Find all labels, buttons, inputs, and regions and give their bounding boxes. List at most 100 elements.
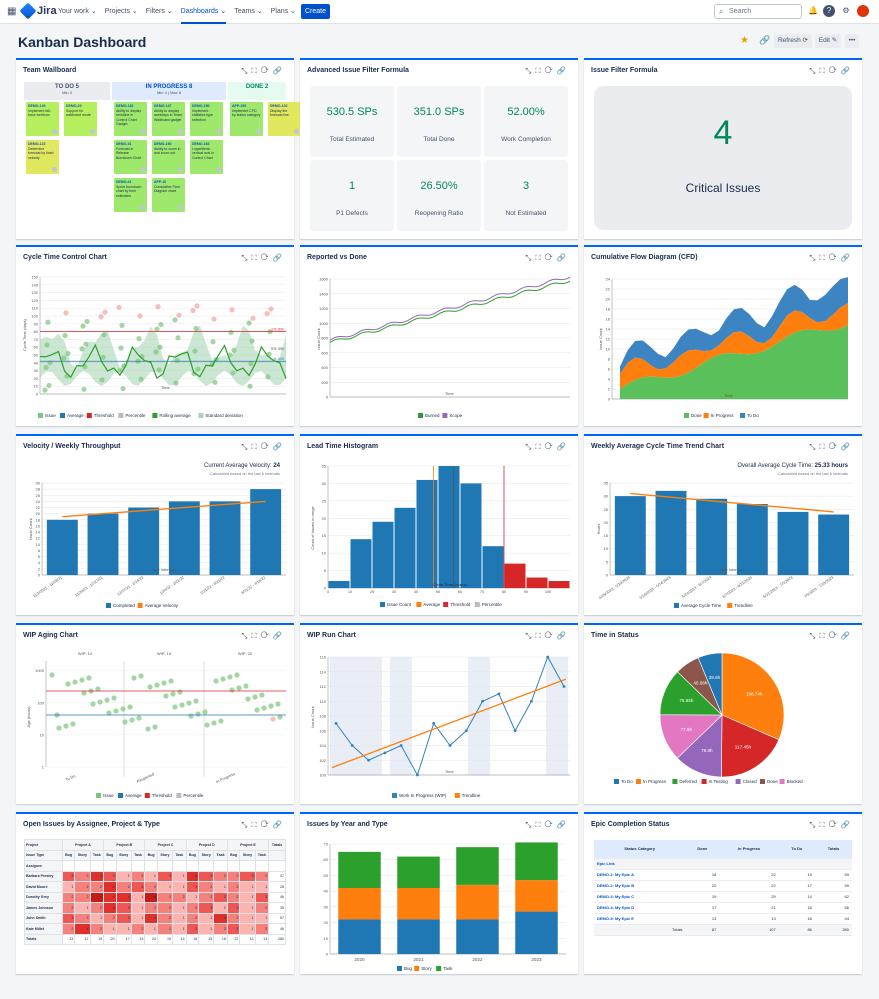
board-card: DEMO-29 Support for wallboard mode: [64, 102, 97, 136]
gadget-toolbar-icons[interactable]: ⤡⛶⟳🔗: [241, 820, 286, 829]
issue-point: [154, 682, 160, 688]
issue-point: [116, 304, 122, 311]
settings-icon[interactable]: ⚙: [842, 6, 850, 15]
weekly-cycle-chart: 0 5 10 15 20 25 30 35 4/26/2023 - 5/10/2023 5/10/…: [596, 481, 854, 608]
table-cell: 1: [239, 902, 256, 914]
table-cell: 29: [719, 891, 779, 903]
table-row: Dorothy Grey 2 2 5 4 4 1 6 2 2 1 2 3 2 1 3 46: [24, 891, 286, 903]
nav-item-teams[interactable]: Teams ⌄: [234, 8, 263, 15]
legend-swatch: [144, 793, 150, 798]
tick-label: 20: [606, 297, 611, 302]
table-row[interactable]: DEMO-1: My Epic A 18 22 19 59: [594, 869, 852, 881]
tick-label: 5: [324, 568, 327, 573]
nav-item-your-work[interactable]: Your work ⌄: [58, 8, 97, 15]
gadget-toolbar-icons[interactable]: ⤡⛶⟳🔗: [525, 820, 570, 829]
wip-point: [334, 721, 338, 725]
card-avatar: [90, 129, 95, 134]
table-cell: In Progress: [719, 840, 779, 859]
metric-card: 3 Not Estimated: [484, 160, 568, 231]
app-switcher-icon[interactable]: ▦: [7, 6, 17, 17]
table-cell: 2: [74, 912, 91, 924]
avatar[interactable]: [857, 5, 869, 17]
table-cell: 3: [185, 923, 200, 935]
issue-point: [246, 320, 252, 326]
edit-button[interactable]: Edit ✎: [815, 34, 841, 48]
nav-item-dashboards[interactable]: Dashboards ⌄: [180, 0, 226, 24]
table-row[interactable]: DEMO-4: My Epic D 17 21 18 56: [594, 902, 852, 914]
tick-label: 50: [34, 353, 39, 358]
issue-point: [120, 385, 126, 392]
gadget-toolbar-icons[interactable]: ⤡⛶⟳🔗: [525, 253, 570, 262]
star-icon[interactable]: ★: [740, 35, 749, 46]
notifications-icon[interactable]: 🔔: [808, 6, 818, 15]
reported-done-chart: 0 200 400 600 800 1000 1200 1400 1600 Time Issue C…: [316, 277, 571, 418]
search-input[interactable]: ⌕ Search: [714, 4, 802, 19]
table-cell: [115, 860, 132, 872]
table-cell: 1: [172, 881, 187, 893]
board-card: APP-159 Implement CFD by status category: [230, 102, 263, 136]
table-cell: To Do: [778, 840, 815, 859]
create-button[interactable]: Create: [301, 4, 330, 19]
nav-item-plans[interactable]: Plans ⌄: [270, 8, 296, 15]
gadget-toolbar-icons[interactable]: ⤡⛶⟳🔗: [525, 66, 570, 75]
legend-label: Scope: [449, 413, 462, 418]
card-avatar: [140, 167, 145, 172]
issue-point: [265, 374, 271, 380]
table-row[interactable]: DEMO-2: My Epic B 20 22 17 59: [594, 880, 852, 892]
nav-item-filters[interactable]: Filters ⌄: [145, 8, 173, 15]
table-cell: Issue Type: [24, 849, 63, 861]
nav-item-projects[interactable]: Projects ⌄: [104, 8, 138, 15]
velocity-sub: Calculated based on the last 6 intervals: [210, 471, 280, 476]
refresh-button[interactable]: Refresh ⟳: [774, 34, 812, 48]
gadget-toolbar-icons[interactable]: ⤡⛶⟳🔗: [809, 820, 854, 829]
table-cell: [814, 858, 852, 870]
legend-label: Trendline: [734, 603, 753, 608]
table-cell: Assignee: [24, 860, 63, 872]
board-card: DEMO-102 Display the forecast line: [268, 102, 301, 136]
tick-label: 60: [458, 590, 462, 594]
table-row[interactable]: DEMO-3: My Epic C 19 29 14 62: [594, 891, 852, 903]
gadget-toolbar-icons[interactable]: ⤡⛶⟳🔗: [809, 253, 854, 262]
issue-point: [230, 370, 236, 376]
gadget-toolbar-icons[interactable]: ⤡⛶⟳🔗: [241, 66, 286, 75]
legend-swatch: [701, 779, 707, 784]
table-cell: Bug: [103, 849, 117, 861]
gadget-toolbar-icons[interactable]: ⤡⛶⟳🔗: [809, 631, 854, 640]
card-avatar: [216, 129, 221, 134]
gadget-toolbar-icons[interactable]: ⤡⛶⟳🔗: [525, 442, 570, 451]
table-cell: 4: [103, 881, 117, 893]
issue-point: [95, 686, 101, 692]
issue-point: [104, 697, 110, 703]
gadget-toolbar-icons[interactable]: ⤡⛶⟳🔗: [241, 631, 286, 640]
gadget-title: Issues by Year and Type: [307, 821, 388, 828]
wip-label: WIP: 20: [238, 651, 253, 656]
tick-label: 140: [31, 282, 38, 287]
metric-value: 52.00%: [507, 106, 545, 118]
legend-swatch: [474, 602, 480, 607]
help-icon[interactable]: ?: [823, 5, 835, 17]
tick-label: 5/10/2023 - 5/24/2023: [639, 576, 672, 601]
more-button[interactable]: •••: [845, 34, 859, 48]
gadget-toolbar-icons[interactable]: ⤡⛶⟳🔗: [809, 442, 854, 451]
histogram-bar: [328, 581, 350, 588]
table-cell: 2: [226, 912, 241, 924]
gadget-toolbar-icons[interactable]: ⤡⛶⟳🔗: [809, 66, 854, 75]
table-cell: 1: [213, 902, 228, 914]
jira-logo[interactable]: Jira: [19, 2, 57, 20]
bar: [87, 513, 119, 575]
table-cell: Project C: [144, 839, 187, 851]
link-icon[interactable]: 🔗: [759, 35, 771, 45]
legend-label: Percentile: [482, 602, 503, 607]
legend-label: Work In Progress (WIP): [399, 793, 447, 798]
table-row[interactable]: DEMO-5: My Epic E 13 13 18 44: [594, 913, 852, 925]
table-cell: 13: [239, 933, 256, 945]
card-avatar: [178, 205, 183, 210]
issue-point: [155, 304, 161, 310]
gadget-toolbar-icons[interactable]: ⤡⛶⟳🔗: [525, 631, 570, 640]
gadget-toolbar-icons[interactable]: ⤡⛶⟳🔗: [241, 253, 286, 262]
metrics-grid: 530.5 SPs Total Estimated 351.0 SPs Total D…: [300, 82, 578, 239]
table-cell: 20: [103, 933, 117, 945]
table-cell: 14: [778, 891, 815, 903]
card-key: DEMO-162: [116, 104, 134, 108]
gadget-toolbar-icons[interactable]: ⤡⛶⟳🔗: [241, 442, 286, 451]
